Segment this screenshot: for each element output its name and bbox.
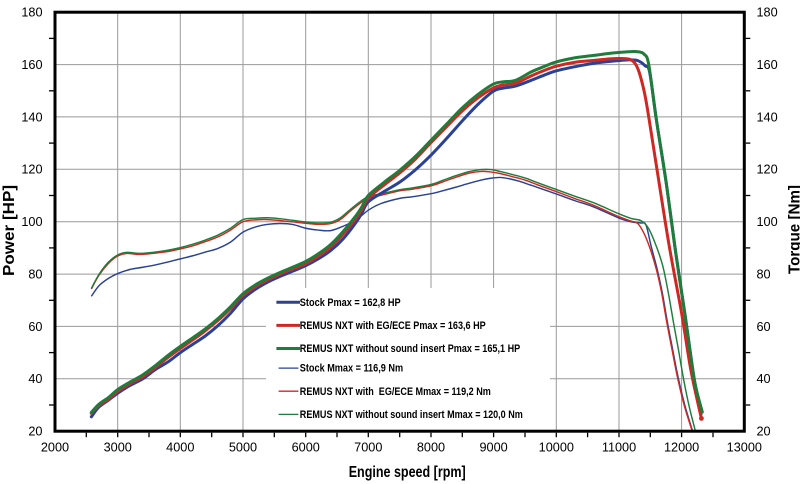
svg-text:REMUS NXT with EG/ECE Pmax = 1: REMUS NXT with EG/ECE Pmax = 163,6 HP	[300, 320, 486, 332]
svg-text:4000: 4000	[166, 441, 194, 455]
svg-text:80: 80	[28, 268, 42, 282]
svg-text:Power [HP]: Power [HP]	[1, 185, 18, 276]
svg-text:180: 180	[757, 6, 778, 20]
svg-text:10000: 10000	[539, 441, 574, 455]
svg-text:6000: 6000	[292, 441, 320, 455]
svg-text:140: 140	[757, 110, 778, 124]
svg-text:13000: 13000	[727, 441, 762, 455]
svg-text:160: 160	[757, 58, 778, 72]
svg-text:11000: 11000	[602, 441, 636, 455]
svg-text:Stock Pmax = 162,8 HP: Stock Pmax = 162,8 HP	[300, 297, 401, 309]
svg-text:100: 100	[757, 215, 778, 229]
svg-text:7000: 7000	[354, 441, 382, 455]
svg-text:60: 60	[28, 320, 42, 334]
svg-text:3000: 3000	[104, 441, 132, 455]
svg-text:REMUS NXT with EG/ECE Mmax =: REMUS NXT with EG/ECE Mmax = 119,2 Nm	[300, 386, 491, 398]
svg-text:Torque [Nm]: Torque [Nm]	[786, 185, 800, 274]
svg-text:Engine speed [rpm]: Engine speed [rpm]	[349, 464, 466, 481]
svg-text:80: 80	[757, 268, 771, 282]
svg-text:160: 160	[21, 58, 42, 72]
svg-text:140: 140	[21, 110, 42, 124]
svg-text:40: 40	[757, 372, 771, 386]
svg-text:5000: 5000	[229, 441, 257, 455]
svg-text:180: 180	[21, 6, 42, 20]
svg-text:100: 100	[21, 215, 42, 229]
svg-text:12000: 12000	[664, 441, 699, 455]
svg-text:60: 60	[757, 320, 771, 334]
svg-text:9000: 9000	[479, 441, 507, 455]
svg-text:Stock Mmax = 116,9 Nm: Stock Mmax = 116,9 Nm	[300, 363, 403, 375]
svg-text:20: 20	[28, 425, 42, 439]
svg-text:120: 120	[757, 163, 778, 177]
svg-text:REMUS NXT without sound insert: REMUS NXT without sound insert Pmax = 16…	[300, 343, 521, 355]
svg-text:2000: 2000	[41, 441, 69, 455]
svg-text:120: 120	[21, 163, 42, 177]
svg-text:40: 40	[28, 372, 42, 386]
svg-text:REMUS NXT without sound insert: REMUS NXT without sound insert Mmax = 12…	[300, 409, 523, 421]
svg-text:8000: 8000	[417, 441, 445, 455]
svg-text:20: 20	[757, 425, 771, 439]
